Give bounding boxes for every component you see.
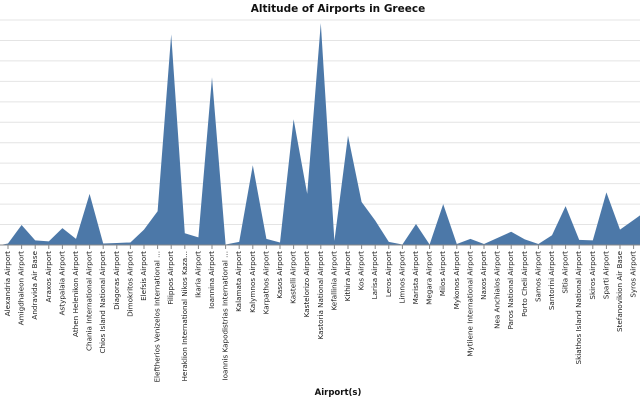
x-tick-label: Stefanovikion Air Base [615, 250, 624, 332]
x-tick-label: Leros Airport [384, 251, 393, 297]
x-tick-label: Ioannis Kapodistrias International ... [221, 251, 230, 381]
x-tick-label: Kefallinia Airport [329, 251, 338, 311]
x-tick-label: Araxos Airport [44, 251, 53, 303]
x-tick-label: Chios Island National Airport [98, 251, 107, 354]
x-tick-label: Santorini Airport [547, 251, 556, 310]
x-tick-label: Ikaria Airport [193, 251, 202, 298]
x-tick-label: Skiathos Island National Airport [574, 251, 583, 365]
x-tick-label: Elefsis Airport [139, 251, 148, 301]
x-tick-label: Sparti Airport [601, 251, 610, 299]
x-tick-label: Nea Anchialos Airport [493, 251, 502, 329]
x-tick-label: Chania International Airport [85, 251, 94, 351]
x-tick-label: Kastoria National Airport [316, 251, 325, 340]
x-tick-label: Kasos Airport [275, 251, 284, 299]
x-tick-label: Athen Helenikon Airport [71, 251, 80, 337]
x-tick-label: Larisa Airport [370, 251, 379, 300]
x-tick-label: Kalymnos Airport [248, 251, 257, 313]
x-tick-label: Mykonos Airport [452, 251, 461, 310]
x-tick-label: Kos Airport [357, 251, 366, 291]
x-tick-label: Amigdhaleon Airport [17, 251, 26, 325]
x-tick-label: Heraklion International Nikos Kaza... [180, 251, 189, 381]
x-axis-ticks: Alexandria Airport Amigdhaleon Airport And… [3, 245, 638, 383]
x-tick-label: Ioannina Airport [207, 251, 216, 309]
x-tick-label: Kalamata Airport [234, 251, 243, 312]
x-tick-label: Kastelli Airport [289, 251, 298, 304]
x-tick-label: Samos Airport [533, 251, 542, 302]
x-tick-label: Syros Airport [629, 251, 638, 298]
x-tick-label: Astypalaia Airport [57, 251, 66, 316]
x-tick-label: Eleftherios Venizelos International ... [153, 251, 162, 383]
x-tick-label: Sitia Airport [561, 251, 570, 294]
x-tick-label: Kastelorizo Airport [302, 251, 311, 318]
x-tick-label: Mytilene International Airport [465, 251, 474, 357]
x-tick-label: Naxos Airport [479, 251, 488, 300]
x-tick-label: Megara Airport [425, 251, 434, 305]
chart-title: Altitude of Airports in Greece [251, 3, 425, 15]
x-tick-label: Limnos Airport [397, 251, 406, 304]
x-tick-label: Filippos Airport [166, 251, 175, 305]
x-tick-label: Diagoras Airport [112, 251, 121, 310]
x-tick-label: Marista Airport [411, 251, 420, 305]
x-tick-label: Porto Cheli Airport [520, 251, 529, 317]
x-tick-label: Andravida Air Base [30, 250, 39, 319]
x-tick-label: Karpathos Airport [261, 251, 270, 314]
x-tick-label: Milos Airport [438, 251, 447, 296]
x-tick-label: Skiros Airport [588, 251, 597, 300]
x-tick-label: Kithira Airport [343, 251, 352, 302]
x-tick-label: Paros National Airport [506, 251, 515, 330]
x-axis-title: Airport(s) [315, 388, 362, 398]
x-tick-label: Dimokritos Airport [125, 251, 134, 317]
altitude-area [0, 23, 640, 245]
x-tick-label: Alexandria Airport [3, 251, 12, 316]
